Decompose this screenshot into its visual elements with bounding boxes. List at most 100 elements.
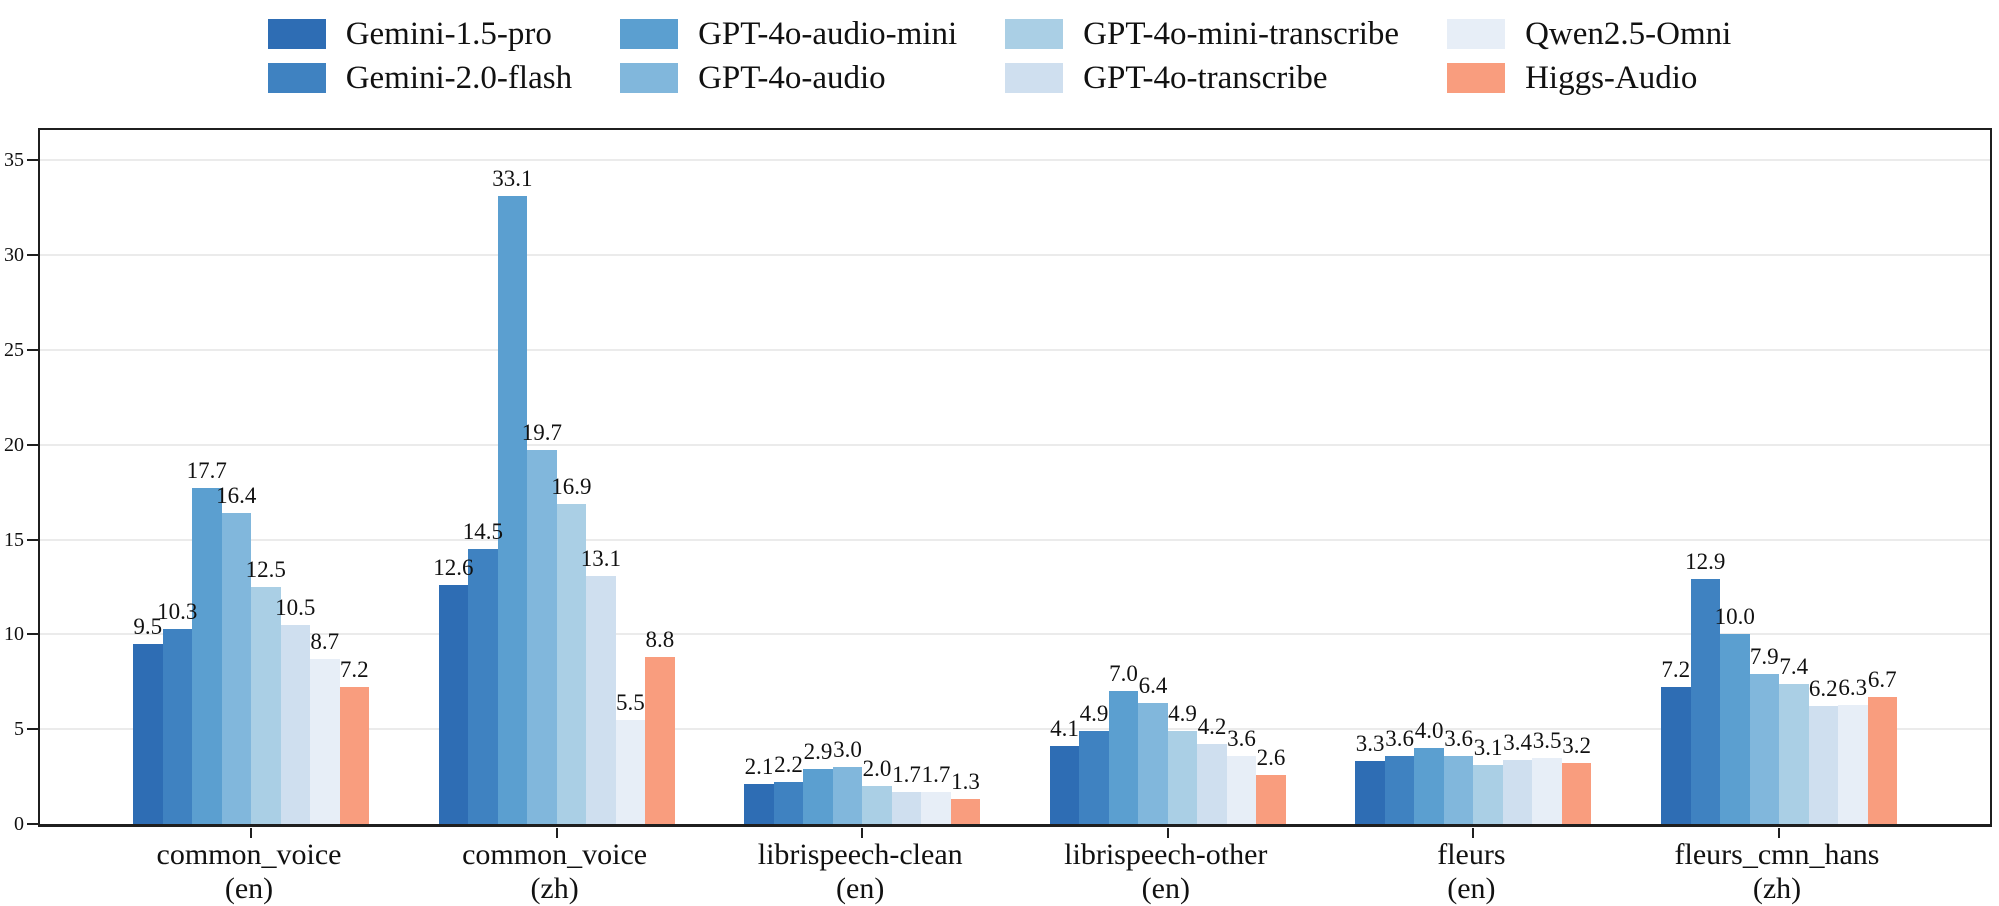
bar-value-label: 12.9: [1685, 549, 1726, 575]
gridline: [40, 254, 1990, 257]
bar-gpt-4o-mini-transcribe: [1779, 683, 1809, 824]
bar-gemini-2.0-flash: [162, 628, 192, 824]
legend-swatch-icon: [1447, 63, 1506, 93]
bar-gpt-4o-audio: [1443, 755, 1474, 824]
x-category-label: librispeech-clean (en): [758, 838, 963, 906]
bar-gpt-4o-transcribe: [586, 575, 616, 824]
x-tick-mark: [555, 828, 558, 838]
x-category-label: common_voice (zh): [462, 838, 647, 906]
gridline: [40, 159, 1990, 162]
bar-gpt-4o-audio: [1138, 702, 1168, 824]
x-axis-labels: common_voice (en) common_voice (zh) librispe…: [38, 838, 1988, 905]
bar-gemini-2.0-flash: [1384, 755, 1415, 824]
bar-value-label: 5.5: [615, 689, 645, 715]
bar-value-label: 3.2: [1562, 733, 1592, 759]
bar-higgs-audio: [645, 657, 675, 824]
bar-higgs-audio: [950, 799, 981, 824]
legend-label: GPT-4o-audio: [698, 59, 886, 96]
legend-column: Qwen2.5-Omni Higgs-Audio: [1447, 16, 1731, 96]
y-tick-label: 30: [4, 244, 24, 267]
x-category-lang: (zh): [1752, 872, 1802, 905]
y-tick-label: 0: [14, 813, 24, 835]
bar-value-label: 8.8: [645, 627, 675, 653]
legend-swatch-icon: [267, 63, 326, 93]
bar-value-label: 7.4: [1779, 653, 1809, 679]
y-tick-mark: [27, 159, 38, 162]
bar-gpt-4o-audio: [832, 767, 863, 824]
legend-label: GPT-4o-audio-mini: [698, 15, 958, 52]
x-tick-mark: [1472, 828, 1475, 838]
bar-value-label: 1.7: [892, 761, 921, 787]
bar-value-label: 3.0: [833, 737, 862, 763]
legend-column: GPT-4o-audio-mini GPT-4o-audio: [620, 16, 957, 96]
bar-value-label: 2.2: [774, 752, 803, 778]
x-category-label: fleurs (en): [1437, 838, 1505, 906]
bar-value-label: 17.7: [186, 458, 227, 484]
bar-higgs-audio: [1256, 774, 1286, 824]
gridline: [40, 728, 1990, 731]
legend-item-gpt-4o-mini-transcribe: GPT-4o-mini-transcribe: [1005, 16, 1399, 52]
y-tick-label: 35: [4, 149, 24, 172]
bar-gpt-4o-transcribe: [1197, 744, 1227, 824]
bar-value-label: 12.6: [433, 555, 474, 581]
bar-gpt-4o-audio-mini: [192, 488, 222, 824]
x-category-name: librispeech-other: [1064, 838, 1268, 871]
legend-swatch-icon: [620, 63, 679, 93]
y-tick-mark: [27, 538, 38, 541]
x-category-lang: (en): [836, 872, 885, 905]
gridline: [40, 443, 1990, 446]
x-category-lang: (zh): [530, 872, 579, 905]
bar-qwen2.5-omni: [1532, 757, 1562, 824]
legend-item-gpt-4o-transcribe: GPT-4o-transcribe: [1005, 60, 1399, 96]
bar-value-label: 1.7: [921, 761, 951, 787]
y-tick-mark: [27, 443, 38, 446]
y-tick-label: 25: [4, 338, 24, 361]
bar-value-label: 10.3: [157, 598, 198, 624]
bar-value-label: 16.9: [551, 473, 592, 499]
gridline: [40, 348, 1990, 351]
bar-gpt-4o-audio-mini: [1414, 748, 1444, 824]
bar-value-label: 10.0: [1714, 604, 1755, 630]
gridline: [40, 633, 1990, 636]
x-category-name: librispeech-clean: [757, 838, 963, 871]
bar-gpt-4o-mini-transcribe: [862, 786, 892, 824]
bar-gemini-1.5-pro: [1355, 761, 1385, 824]
bar-value-label: 7.9: [1749, 644, 1779, 670]
bar-qwen2.5-omni: [615, 719, 646, 824]
bar-value-label: 2.6: [1256, 744, 1286, 770]
bar-value-label: 6.2: [1808, 676, 1838, 702]
bar-value-label: 4.9: [1168, 701, 1197, 727]
bar-gemini-1.5-pro: [1049, 746, 1080, 824]
y-tick-mark: [27, 823, 38, 825]
bar-value-label: 2.0: [862, 756, 892, 782]
bar-gpt-4o-audio: [527, 450, 557, 824]
y-tick-mark: [27, 633, 38, 636]
legend-column: Gemini-1.5-pro Gemini-2.0-flash: [267, 15, 572, 96]
bar-qwen2.5-omni: [1226, 755, 1257, 824]
bar-higgs-audio: [1867, 696, 1897, 824]
y-tick-mark: [27, 348, 38, 351]
bar-value-label: 3.6: [1385, 725, 1415, 751]
gridline: [40, 538, 1990, 541]
bar-gpt-4o-transcribe: [1808, 706, 1838, 824]
x-category-name: fleurs_cmn_hans: [1674, 838, 1880, 871]
legend-column: GPT-4o-mini-transcribe GPT-4o-transcribe: [1005, 16, 1399, 96]
bar-gpt-4o-audio-mini: [1108, 691, 1139, 824]
plot-area: 0 5 10 15 20 25 30 35 9.5 10.3 17.7 16.4 12.5 10.5 8.7…: [4, 128, 1992, 838]
bar-value-label: 1.3: [951, 769, 980, 795]
bar-gemini-2.0-flash: [1690, 579, 1720, 824]
y-tick-mark: [27, 728, 38, 731]
bar-gemini-1.5-pro: [438, 585, 469, 824]
bar-value-label: 16.4: [216, 483, 257, 509]
bar-gpt-4o-audio: [221, 513, 251, 824]
bar-value-label: 2.9: [803, 739, 833, 765]
x-tick-mark: [861, 828, 864, 838]
bar-gpt-4o-audio-mini: [803, 769, 833, 824]
x-category-name: fleurs: [1437, 838, 1506, 871]
bar-qwen2.5-omni: [310, 659, 340, 824]
legend-label: Gemini-1.5-pro: [345, 15, 552, 52]
x-category-label: common_voice (en): [157, 838, 342, 906]
bar-gpt-4o-mini-transcribe: [251, 586, 281, 824]
bar-gpt-4o-audio: [1749, 674, 1779, 824]
